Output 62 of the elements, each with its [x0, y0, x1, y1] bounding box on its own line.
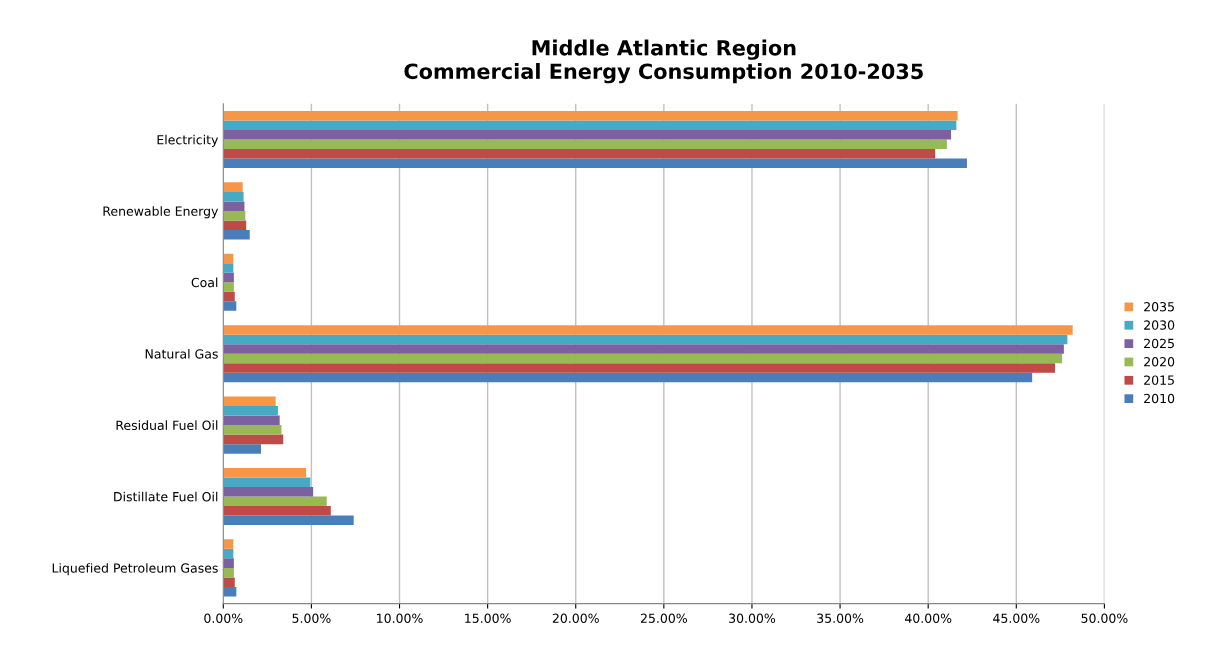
bar [223, 396, 276, 407]
bar [223, 415, 280, 426]
x-tick-label: 0.00% [204, 613, 243, 623]
bar [223, 301, 237, 311]
legend-label: 2010 [1144, 393, 1175, 404]
y-tick-label: Renewable Energy [103, 206, 219, 219]
bar [223, 506, 331, 516]
bar [223, 149, 936, 159]
bar [223, 334, 1068, 345]
bar [223, 515, 354, 526]
x-tick-label: 40.00% [904, 613, 952, 623]
bar [223, 467, 307, 478]
y-tick-label: Natural Gas [145, 348, 218, 359]
bar [223, 406, 278, 416]
bar [223, 363, 1056, 373]
bar [223, 191, 244, 202]
y-tick-label: Electricity [157, 134, 219, 147]
legend-label: 2025 [1144, 338, 1174, 349]
y-tick-label: Liquefied Petroleum Gases [52, 563, 218, 576]
bar [223, 229, 250, 240]
bar [223, 425, 282, 435]
bar [223, 210, 246, 221]
bar [223, 434, 284, 445]
bar [223, 158, 967, 169]
bar [223, 220, 247, 230]
x-tick-label: 10.00% [377, 613, 423, 623]
y-tick-label: Coal [191, 277, 218, 288]
bar [223, 558, 234, 568]
bar [223, 496, 327, 506]
bar [223, 353, 1063, 364]
x-tick-label: 30.00% [729, 613, 776, 623]
y-tick-label: Distillate Fuel Oil [114, 491, 218, 502]
bar [223, 291, 235, 302]
bar [223, 577, 235, 587]
x-tick-label: 45.00% [993, 613, 1040, 623]
bar [223, 539, 234, 549]
x-tick-label: 5.00% [292, 613, 331, 623]
x-tick-label: 15.00% [465, 613, 511, 623]
bar [223, 444, 262, 454]
legend-label: 2020 [1144, 357, 1175, 367]
bar [223, 477, 311, 487]
bar [223, 110, 958, 121]
y-tick-label: Residual Fuel Oil [116, 420, 218, 431]
x-tick-label: 35.00% [817, 613, 864, 623]
bar [223, 263, 234, 273]
legend-label: 2035 [1144, 302, 1174, 312]
bar [223, 139, 947, 150]
legend-label: 2015 [1144, 375, 1174, 385]
bar [223, 120, 957, 131]
bar [223, 344, 1064, 354]
x-tick-label: 25.00% [640, 613, 687, 623]
x-tick-label: 50.00% [1081, 613, 1128, 623]
bar [223, 325, 1073, 335]
bar [223, 486, 314, 497]
legend-label: 2030 [1144, 320, 1175, 330]
bar [223, 130, 952, 140]
chart-title: Middle Atlantic Region Commercial Energy Consumption 2010-2035 [404, 39, 923, 84]
bar [223, 182, 243, 192]
x-tick-label: 20.00% [552, 613, 599, 623]
bar [223, 372, 1033, 383]
bar [223, 201, 245, 211]
bar [223, 282, 234, 292]
